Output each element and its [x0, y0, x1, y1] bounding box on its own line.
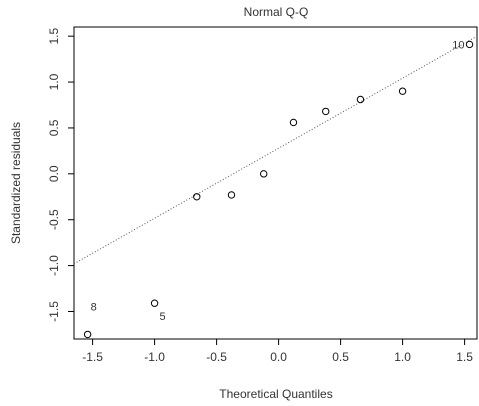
- data-points: [83, 40, 474, 339]
- y-tick-label: -0.5: [47, 209, 61, 230]
- y-tick-label: 0.5: [47, 119, 61, 136]
- reference-line: [73, 35, 478, 265]
- x-tick-label: -1.5: [82, 350, 103, 364]
- data-point: [260, 170, 268, 178]
- plot-frame: [73, 26, 478, 340]
- data-point: [193, 193, 201, 201]
- data-point: [398, 87, 407, 95]
- point-labels: 8 5 10: [91, 39, 465, 323]
- data-point: [150, 299, 159, 307]
- y-tick-label: -1.5: [47, 301, 61, 322]
- data-point: [322, 107, 330, 116]
- data-point: [83, 330, 92, 339]
- data-point: [227, 191, 236, 199]
- point-label: 5: [160, 311, 166, 323]
- data-point: [289, 118, 298, 127]
- point-label: 8: [91, 301, 97, 313]
- chart-title: Normal Q-Q: [244, 5, 309, 19]
- y-tick-label: 1.5: [47, 28, 61, 45]
- x-tick-label: 1.0: [394, 350, 411, 364]
- x-axis-label: Theoretical Quantiles: [219, 387, 332, 401]
- y-tick-label: 1.0: [47, 73, 61, 90]
- x-tick-label: -0.5: [206, 350, 227, 364]
- x-tick-label: 0.0: [270, 350, 287, 364]
- data-point: [356, 95, 365, 104]
- y-axis-label: Standardized residuals: [9, 122, 23, 244]
- data-point: [465, 40, 474, 49]
- point-label: 10: [452, 39, 464, 51]
- x-tick-label: -1.0: [144, 350, 165, 364]
- y-tick-label: 0.0: [47, 165, 61, 182]
- x-tick-label: 1.5: [456, 350, 473, 364]
- x-axis: -1.5 -1.0 -0.5 0.0 0.5 1.0 1.5: [82, 339, 473, 364]
- y-tick-label: -1.0: [47, 255, 61, 276]
- y-axis: -1.5 -1.0 -0.5 0.0 0.5 1.0 1.5: [47, 28, 74, 322]
- x-tick-label: 0.5: [332, 350, 349, 364]
